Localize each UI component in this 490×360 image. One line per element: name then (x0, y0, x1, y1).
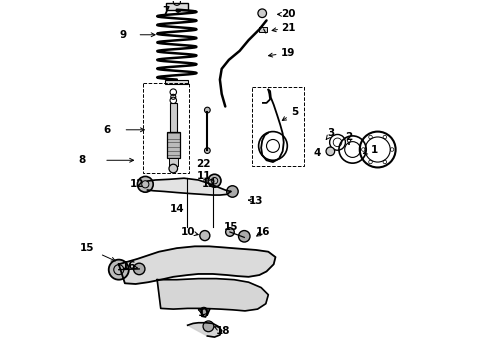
Text: 12: 12 (202, 179, 217, 189)
Circle shape (109, 260, 129, 280)
Text: 15: 15 (80, 243, 95, 253)
Text: 19: 19 (281, 48, 295, 58)
Text: 16: 16 (256, 227, 270, 237)
Circle shape (204, 148, 210, 153)
Circle shape (208, 174, 221, 187)
Text: 6: 6 (103, 125, 111, 135)
Text: 15: 15 (223, 222, 238, 231)
Text: 7: 7 (162, 6, 170, 17)
Bar (143, 83, 190, 173)
Bar (169, 158, 178, 166)
Text: 1: 1 (370, 144, 378, 154)
Polygon shape (147, 178, 231, 195)
Text: 4: 4 (313, 148, 320, 158)
Text: 5: 5 (292, 107, 299, 117)
Bar (252, 87, 304, 166)
Text: 13: 13 (248, 196, 263, 206)
Text: 16: 16 (122, 261, 137, 271)
Bar (166, 3, 188, 10)
Circle shape (200, 230, 210, 240)
Text: 9: 9 (120, 30, 126, 40)
Circle shape (203, 321, 214, 332)
Circle shape (200, 307, 207, 315)
Text: 12: 12 (129, 179, 144, 189)
Text: 3: 3 (327, 129, 335, 138)
Circle shape (225, 228, 234, 236)
Polygon shape (119, 246, 275, 284)
Circle shape (326, 147, 335, 156)
Circle shape (133, 263, 145, 275)
Polygon shape (188, 323, 221, 337)
Circle shape (239, 230, 250, 242)
Circle shape (169, 164, 177, 173)
Circle shape (137, 176, 153, 192)
Text: 20: 20 (281, 9, 295, 19)
Circle shape (204, 107, 210, 113)
Bar (259, 27, 267, 32)
Text: 2: 2 (345, 132, 353, 142)
Bar (166, 80, 188, 84)
Bar (167, 132, 180, 158)
Text: 11: 11 (196, 171, 211, 181)
Text: 18: 18 (216, 325, 231, 336)
Bar (170, 103, 177, 132)
Text: 17: 17 (198, 308, 213, 318)
Circle shape (227, 186, 238, 197)
Polygon shape (157, 279, 269, 311)
Text: 22: 22 (196, 159, 211, 169)
Circle shape (258, 9, 267, 18)
Text: 10: 10 (180, 227, 195, 237)
Text: 14: 14 (170, 204, 184, 214)
Text: 8: 8 (78, 155, 85, 165)
Text: 21: 21 (281, 23, 295, 33)
